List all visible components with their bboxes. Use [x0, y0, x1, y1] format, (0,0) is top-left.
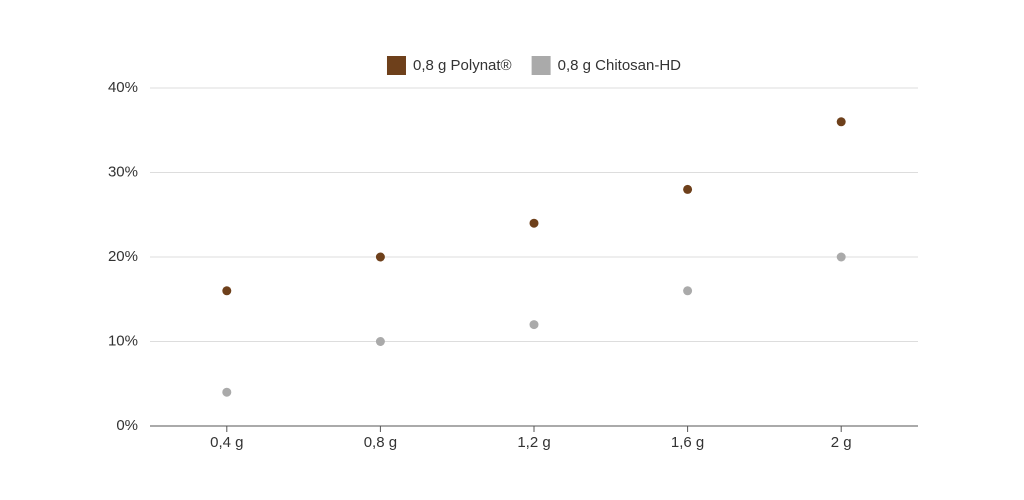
y-tick-label: 20%: [108, 248, 138, 265]
x-tick-label: 0,4 g: [210, 434, 243, 451]
y-tick-label: 0%: [116, 417, 138, 434]
data-point: [836, 117, 846, 127]
data-point: [529, 218, 539, 228]
data-point: [529, 320, 539, 330]
data-point: [375, 252, 385, 262]
data-point: [222, 286, 232, 296]
x-tick-label: 0,8 g: [364, 434, 397, 451]
legend-swatch: [531, 56, 551, 75]
x-tick-label: 2 g: [831, 434, 852, 451]
legend-label: 0,8 g Chitosan-HD: [558, 57, 682, 74]
y-tick-label: 10%: [108, 332, 138, 349]
x-tick-label: 1,2 g: [517, 434, 550, 451]
data-point: [836, 252, 846, 262]
y-tick-label: 30%: [108, 163, 138, 180]
data-point: [375, 337, 385, 346]
legend-label: 0,8 g Polynat®: [413, 57, 512, 74]
data-point: [683, 286, 693, 296]
y-tick-label: 40%: [108, 79, 138, 96]
legend-swatch: [386, 56, 406, 75]
data-point: [222, 387, 232, 397]
data-point: [683, 184, 693, 194]
x-tick-label: 1,6 g: [671, 434, 704, 451]
